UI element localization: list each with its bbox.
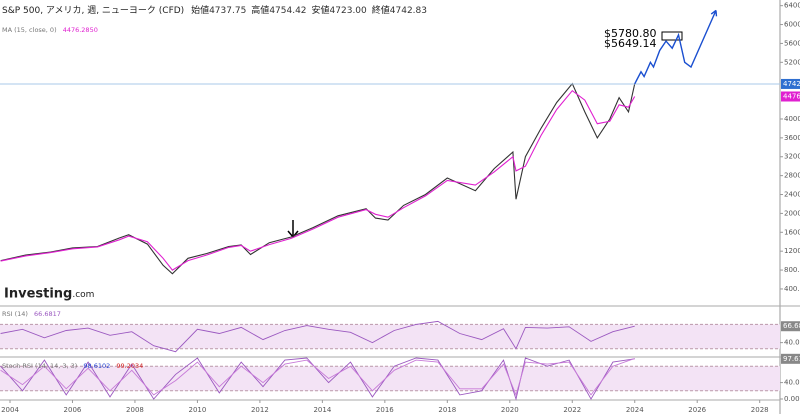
x-tick-label: 2006	[64, 406, 82, 414]
last-value-box	[781, 353, 800, 364]
last-value-box	[781, 321, 800, 332]
y-tick-label: 40.00	[784, 339, 800, 347]
annotation-box	[661, 31, 683, 41]
series-name: S&P 500, アメリカ, 週, ニューヨーク (CFD)	[2, 6, 185, 16]
arrow-head	[710, 9, 718, 17]
y-tick-label: 4000.00	[784, 115, 800, 123]
legend-value: 99.2034	[116, 362, 144, 370]
ma-legend: MA (15, close, 0) 4476.2850	[2, 26, 102, 34]
forecast-line	[634, 10, 717, 85]
last-value-label: 66.68	[783, 322, 800, 330]
ohlc-value: 4737.75	[209, 6, 247, 16]
annotation: $5649.14	[604, 37, 657, 50]
y-tick-label: 6000.00	[784, 21, 800, 29]
series-line	[0, 357, 635, 397]
last-value-box	[781, 91, 800, 102]
ohlc-label: 安値	[311, 6, 330, 16]
y-tick-label: 3600.00	[784, 134, 800, 142]
last-value-label: 4742	[783, 80, 800, 88]
x-tick-label: 2018	[438, 406, 456, 414]
y-tick-label: 400.00	[784, 285, 800, 293]
y-tick-label: 3200.00	[784, 153, 800, 161]
y-tick-label: 1200.00	[784, 247, 800, 255]
series-line	[0, 82, 636, 275]
y-tick-label: 1600.00	[784, 228, 800, 236]
y-tick-label: 6400.00	[784, 2, 800, 10]
annotation: $5780.80	[604, 27, 657, 40]
y-tick-label: 800.00	[784, 266, 800, 274]
ohlc-value: 4723.00	[329, 6, 367, 16]
x-tick-label: 2004	[1, 406, 19, 414]
band	[0, 324, 780, 349]
legend-value: 66.6817	[34, 310, 61, 318]
x-tick-label: 2014	[313, 406, 331, 414]
last-value-label: 4476	[783, 93, 800, 101]
x-tick-label: 2020	[501, 406, 519, 414]
ohlc-value: 4742.83	[389, 6, 427, 16]
ohlc-label: 終値	[371, 6, 390, 16]
y-tick-label: 5200.00	[784, 58, 800, 66]
band	[0, 366, 780, 391]
series-line	[0, 357, 635, 401]
y-tick-label: 5600.00	[784, 39, 800, 47]
y-tick-label: 2000.00	[784, 209, 800, 217]
ohlc-value: 4754.42	[269, 6, 307, 16]
x-tick-label: 2024	[626, 406, 644, 414]
legend-entry: MA (15, close, 0)	[2, 26, 57, 34]
series-line	[0, 320, 635, 353]
ohlc-label: 高値	[251, 6, 270, 16]
x-tick-label: 2012	[251, 406, 269, 414]
last-value-label: 97.61	[783, 355, 800, 363]
panel-title: Stoch RSI (14, 14, 3, 3)	[2, 362, 78, 370]
x-tick-label: 2022	[563, 406, 581, 414]
last-value-box	[781, 78, 800, 89]
panel-title: RSI (14)	[2, 310, 28, 318]
x-tick-label: 2010	[189, 406, 207, 414]
y-tick-label: 2800.00	[784, 172, 800, 180]
rsi-legend: RSI (14) 66.6817	[2, 310, 65, 318]
y-tick-label: 0.000	[784, 395, 800, 403]
x-tick-label: 2026	[688, 406, 706, 414]
y-tick-label: 2400.00	[784, 191, 800, 199]
logo: Investing.com	[4, 287, 94, 302]
y-tick-label: 40.00	[784, 379, 800, 387]
legend-value: 98.6102	[83, 362, 111, 370]
legend-value: 4476.2850	[62, 26, 98, 34]
series-line	[0, 89, 636, 271]
header: S&P 500, アメリカ, 週, ニューヨーク (CFD) 始値4737.75…	[2, 3, 436, 16]
stoch-legend: Stoch RSI (14, 14, 3, 3) 98.6102 99.2034	[2, 362, 147, 370]
ohlc-label: 始値	[191, 6, 210, 16]
x-tick-label: 2016	[376, 406, 394, 414]
ohlc: 始値4737.75 高値4754.42 安値4723.00 終値4742.83	[191, 6, 432, 16]
x-tick-label: 2008	[126, 406, 144, 414]
x-tick-label: 2028	[751, 406, 769, 414]
